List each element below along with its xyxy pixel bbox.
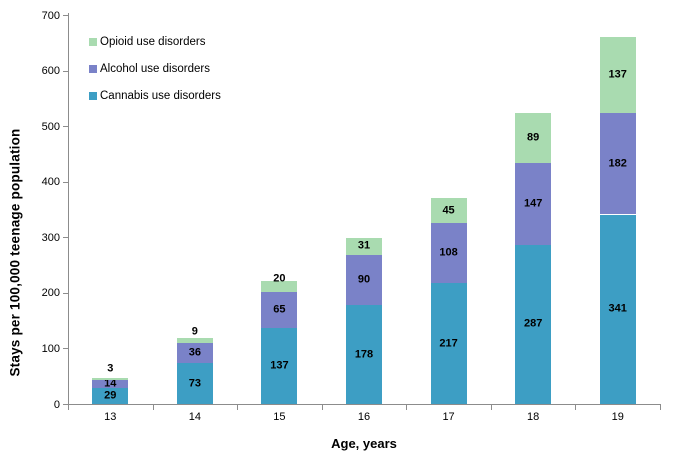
bar-value-label: 9 (191, 325, 198, 338)
bar-segment (346, 237, 382, 256)
bar-value-label: 108 (439, 246, 458, 259)
bar-segment (515, 113, 552, 163)
bar-value-label: 36 (188, 346, 201, 359)
bar-segment (92, 380, 129, 388)
y-tick-label: 0 (53, 398, 60, 411)
bar-value-label: 182 (608, 157, 627, 170)
x-tick-label: 19 (611, 411, 624, 423)
x-tick-mark (152, 405, 154, 410)
bar-segment (430, 198, 467, 224)
legend-swatch-icon (89, 37, 97, 46)
x-tick-mark (237, 405, 239, 410)
legend-label: Opioid use disorders (100, 35, 206, 48)
bar-segment (515, 162, 552, 245)
y-tick-mark (63, 237, 68, 239)
y-tick-label: 500 (41, 120, 60, 133)
y-tick-mark (63, 292, 68, 294)
x-tick-label: 17 (442, 411, 455, 423)
bar-segment (261, 291, 298, 328)
x-tick-mark (321, 405, 323, 410)
y-tick-mark (63, 126, 68, 128)
bar-value-label: 14 (104, 377, 117, 390)
bar-segment (515, 244, 552, 404)
x-tick-mark (660, 405, 661, 410)
bar-segment (599, 214, 636, 404)
legend-swatch-icon (89, 64, 97, 73)
bar-segment (176, 338, 213, 344)
bar-segment (176, 363, 213, 404)
y-tick-label: 100 (41, 342, 60, 355)
bar-value-label: 90 (357, 273, 371, 286)
legend-item: Cannabis use disorders (89, 82, 221, 109)
bar-segment (261, 280, 298, 292)
bar-value-label: 29 (104, 389, 117, 402)
bar-segment (346, 255, 382, 306)
bar-value-label: 31 (357, 239, 371, 252)
y-tick-mark (63, 348, 68, 350)
y-tick-label: 600 (41, 65, 60, 78)
legend-label: Cannabis use disorders (100, 89, 221, 102)
y-tick-label: 300 (41, 231, 60, 244)
bar-value-label: 20 (273, 272, 286, 285)
legend: Opioid use disorders Alcohol use disorder… (89, 28, 221, 109)
bar-value-label: 45 (442, 204, 455, 217)
x-tick-mark (575, 405, 577, 410)
bar-segment (176, 343, 213, 364)
bar-value-label: 178 (354, 348, 374, 361)
y-tick-mark (63, 181, 68, 183)
bar-value-label: 137 (608, 68, 627, 81)
bar-segment (599, 113, 636, 215)
legend-swatch-icon (89, 91, 97, 100)
x-axis-title: Age, years (331, 436, 397, 451)
bar-segment (261, 327, 298, 404)
x-tick-label: 16 (357, 411, 371, 423)
bar-value-label: 3 (107, 362, 114, 375)
x-tick-label: 18 (527, 411, 540, 423)
x-tick-mark (68, 405, 69, 410)
y-tick-label: 400 (41, 176, 60, 189)
legend-label: Alcohol use disorders (100, 62, 210, 75)
bar-value-label: 73 (188, 377, 201, 390)
y-tick-mark (63, 70, 68, 72)
x-tick-mark (406, 405, 408, 410)
bar-segment (92, 387, 129, 404)
bar-value-label: 137 (270, 359, 289, 372)
bar-value-label: 217 (439, 337, 458, 350)
x-axis-line (68, 404, 661, 405)
bar-segment (430, 223, 467, 284)
y-axis-line (68, 13, 69, 405)
bar-value-label: 341 (608, 302, 627, 315)
bar-value-label: 147 (523, 197, 543, 210)
bar-segment (430, 283, 467, 404)
bar-value-label: 65 (273, 303, 286, 316)
bar-value-label: 89 (527, 131, 540, 144)
y-tick-label: 200 (41, 287, 60, 300)
x-tick-mark (490, 405, 492, 410)
x-tick-label: 14 (188, 411, 201, 423)
bar-segment (599, 37, 636, 114)
y-tick-label: 700 (41, 9, 60, 22)
bar-segment (346, 305, 382, 404)
bar-value-label: 287 (523, 317, 543, 330)
bar-segment (92, 378, 129, 381)
legend-item: Alcohol use disorders (89, 55, 221, 82)
y-tick-mark (63, 404, 68, 405)
x-tick-label: 13 (104, 411, 117, 423)
x-tick-label: 15 (273, 411, 286, 423)
legend-item: Opioid use disorders (89, 28, 221, 55)
y-tick-mark (63, 15, 68, 16)
